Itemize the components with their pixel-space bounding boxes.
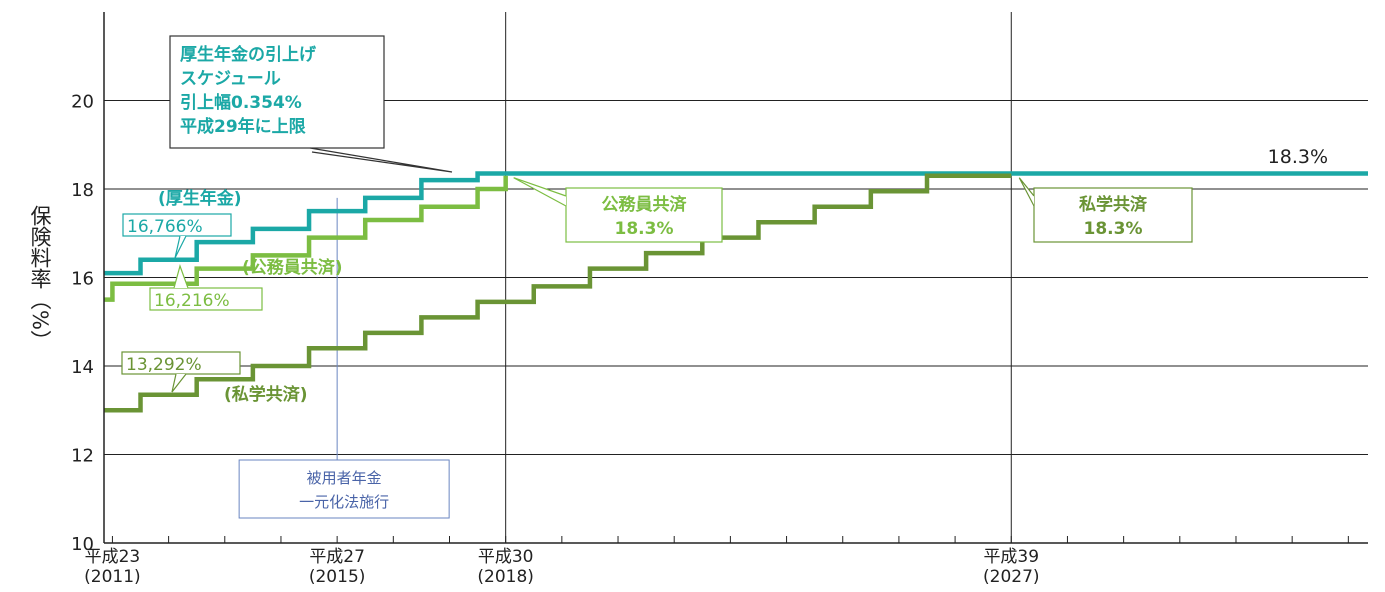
komuin-kyosai-line [104, 175, 508, 302]
komuin-end-pointer [513, 177, 567, 207]
shigaku-end-pointer [1018, 177, 1035, 207]
komuin-label: (公務員共済) [242, 257, 343, 278]
series-lines [104, 171, 1368, 413]
kosei-start-value: 16,766% [127, 217, 203, 237]
y-tick-label: 20 [71, 92, 94, 113]
komuin-end-text: 公務員共済 [602, 194, 688, 215]
y-axis-title: 保険料率（%） [28, 205, 52, 351]
kosei-start-box [122, 213, 232, 237]
x-tick-label-year: (2011) [84, 567, 141, 587]
x-tick-label-year: (2018) [477, 567, 534, 587]
kosei-schedule-pointer [309, 147, 453, 173]
shigaku-end-box [1033, 187, 1193, 243]
unification-text: 一元化法施行 [299, 493, 389, 511]
x-tick-label: 平成27 [309, 547, 365, 567]
komuin-start-box [149, 287, 263, 311]
y-tick-label: 10 [71, 534, 94, 555]
shigaku-end-text: 私学共済 [1079, 194, 1148, 215]
shigaku-kyosai-line [104, 173, 1012, 413]
kosei-schedule-text: 引上幅0.354% [180, 92, 302, 113]
x-tick-label-year: (2015) [309, 567, 366, 587]
unification-box [238, 459, 450, 519]
kosei-schedule-box [169, 35, 385, 149]
y-axis-label: 保険料率（%） [28, 205, 52, 351]
shigaku-label: (私学共済) [224, 384, 308, 405]
x-tick-label: 平成39 [983, 547, 1039, 567]
axes: 10 12 14 16 18 20 平成23(2011) 平成27(2015) 平成30(201… [71, 12, 1368, 587]
kosei-label: (厚生年金) [158, 188, 242, 209]
komuin-end-text: 18.3% [615, 219, 674, 239]
y-tick-label: 14 [71, 357, 94, 378]
final-value-label: 18.3% [1268, 146, 1328, 168]
unification-text: 被用者年金 [307, 469, 382, 487]
kosei-schedule-text: 厚生年金の引上げ [180, 44, 317, 65]
kosei-nenkin-line [104, 171, 1368, 276]
shigaku-start-pointer [171, 373, 187, 393]
kosei-schedule-text: スケジュール [180, 69, 281, 89]
shigaku-end-text: 18.3% [1084, 219, 1143, 239]
x-tick-label: 平成23 [85, 547, 141, 567]
kosei-start-pointer [174, 235, 187, 259]
shigaku-start-value: 13,292% [126, 355, 202, 375]
y-tick-label: 16 [71, 269, 94, 290]
kosei-schedule-text: 平成29年に上限 [180, 116, 306, 137]
komuin-start-value: 16,216% [154, 291, 230, 311]
y-tick-label: 12 [71, 446, 94, 467]
y-tick-label: 18 [71, 180, 94, 201]
x-tick-label-year: (2027) [983, 567, 1040, 587]
komuin-start-pointer [173, 264, 189, 289]
komuin-end-box [565, 187, 723, 243]
x-tick-label: 平成30 [478, 547, 534, 567]
